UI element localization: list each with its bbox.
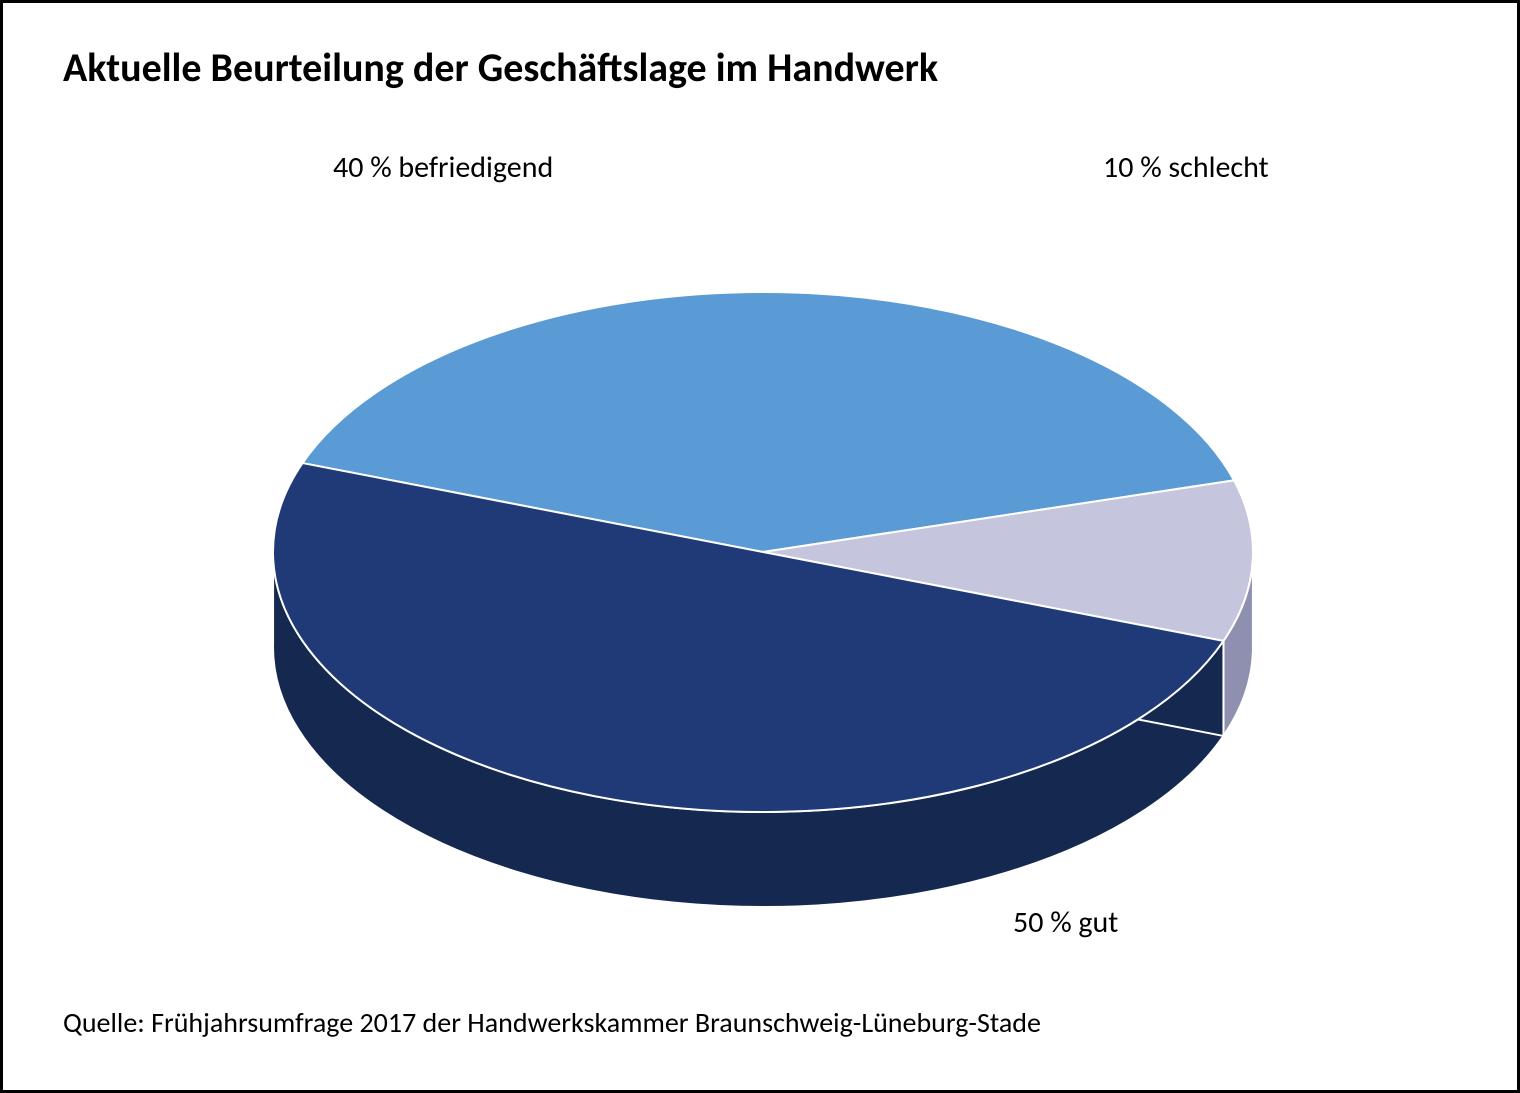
chart-frame: Aktuelle Beurteilung der Geschäftslage i…	[0, 0, 1520, 1093]
pie-slice-label: 10 % schlecht	[1103, 149, 1269, 186]
source-caption: Quelle: Frühjahrsumfrage 2017 der Handwe…	[63, 1005, 1041, 1040]
chart-title: Aktuelle Beurteilung der Geschäftslage i…	[63, 43, 1457, 92]
pie-slice-label: 40 % befriedigend	[333, 149, 553, 186]
pie-slice-label: 50 % gut	[1013, 904, 1118, 941]
pie-chart-container: 40 % befriedigend 10 % schlecht 50 % gut	[63, 122, 1457, 992]
pie-chart: 40 % befriedigend 10 % schlecht 50 % gut	[63, 122, 1457, 992]
